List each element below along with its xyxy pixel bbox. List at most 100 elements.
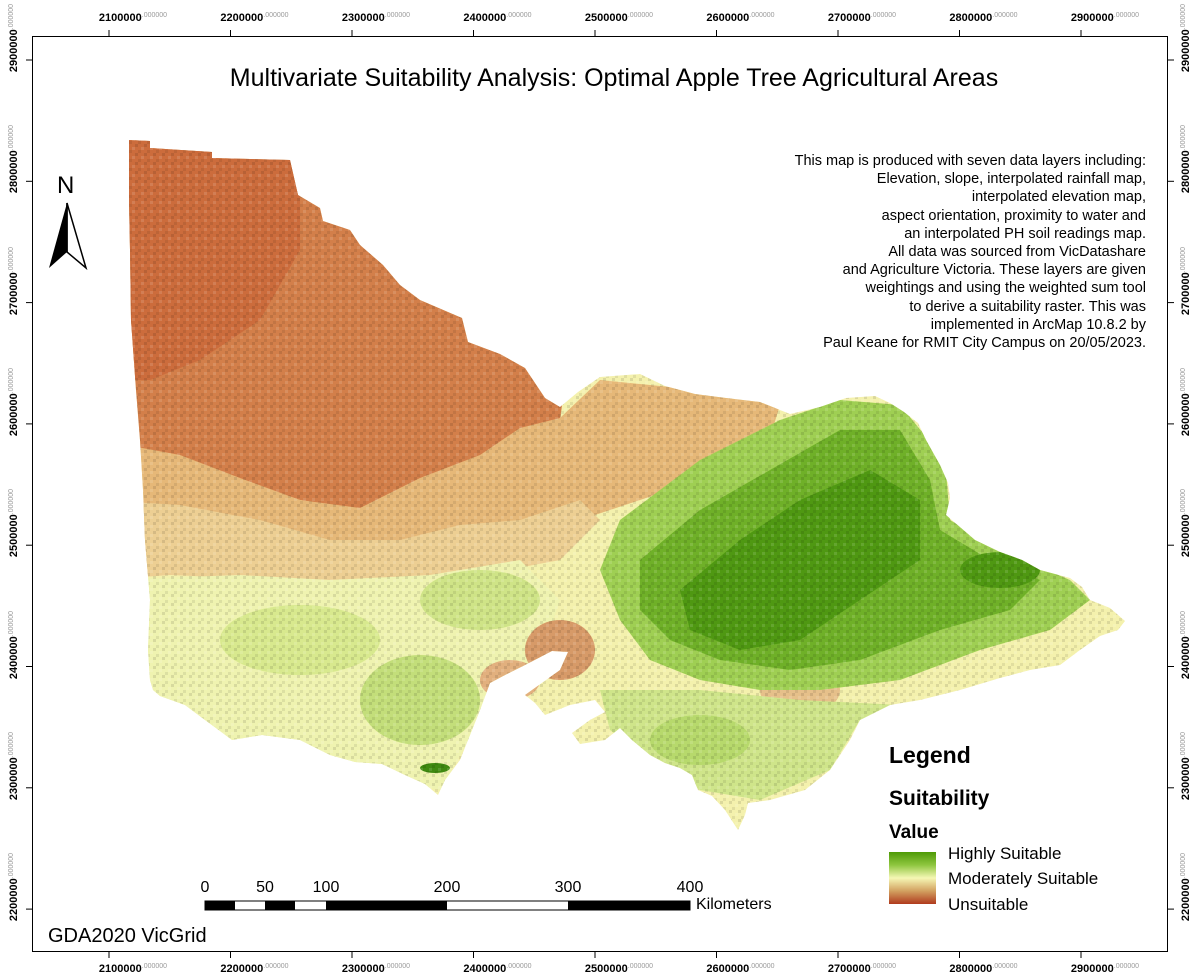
scale-bar [204,900,691,911]
grid-x-value: 2100000 [98,12,142,24]
description-line: weightings and using the weighted sum to… [865,280,1146,297]
grid-decimal-suffix: .000000 [8,489,15,515]
grid-y-label: 2700000.000000 [8,247,20,315]
grid-decimal-suffix: .000000 [1180,125,1187,151]
grid-decimal-suffix: .000000 [8,3,15,30]
grid-x-label: 2100000.000000 [99,12,167,24]
grid-x-label: 2300000.000000 [342,12,410,24]
grid-decimal-suffix: .000000 [141,12,168,19]
grid-decimal-suffix: .000000 [8,853,15,879]
grid-x-label: 2800000.000000 [949,963,1017,975]
grid-decimal-suffix: .000000 [627,963,654,970]
grid-y-label: 2400000.000000 [8,610,20,678]
north-arrow-icon [49,202,88,271]
map-title: Multivariate Suitability Analysis: Optim… [229,64,999,92]
grid-decimal-suffix: .000000 [1180,367,1187,394]
grid-x-value: 2300000 [341,963,385,975]
legend-high-label: Highly Suitable [948,844,1062,863]
description-line: an interpolated PH soil readings map. [904,225,1146,242]
grid-decimal-suffix: .000000 [506,12,532,19]
grid-decimal-suffix: .000000 [1180,246,1187,272]
legend-title: Legend [889,742,971,768]
description-line: and Agriculture Victoria. These layers a… [842,262,1146,279]
grid-decimal-suffix: .000000 [870,963,897,970]
description-line: Paul Keane for RMIT City Campus on 20/05… [823,335,1146,352]
grid-x-value: 2300000 [341,12,385,24]
grid-x-label: 2600000.000000 [706,12,774,24]
grid-y-label: 2200000.000000 [8,853,20,921]
grid-x-label: 2400000.000000 [463,12,531,24]
projection-label: GDA2020 VicGrid [48,925,207,947]
grid-x-value: 2900000 [1070,963,1114,975]
grid-decimal-suffix: .000000 [141,963,168,970]
grid-y-value: 2200000 [8,878,20,922]
grid-decimal-suffix: .000000 [749,963,775,970]
grid-y-value: 2800000 [8,150,20,194]
grid-decimal-suffix: .000000 [8,125,15,151]
grid-decimal-suffix: .000000 [1180,610,1187,636]
grid-decimal-suffix: .000000 [627,12,654,19]
grid-x-value: 2100000 [98,963,142,975]
grid-decimal-suffix: .000000 [384,963,411,970]
grid-x-label: 2200000.000000 [220,12,288,24]
legend-mid-label: Moderately Suitable [948,869,1099,888]
grid-x-value: 2700000 [827,963,871,975]
scale-label: 400 [676,879,704,896]
description-line: aspect orientation, proximity to water a… [881,207,1146,224]
grid-x-label: 2300000.000000 [342,963,410,975]
grid-y-label: 2600000.000000 [8,368,20,436]
grid-y-value: 2200000 [1180,878,1192,922]
grid-x-label: 2100000.000000 [99,963,167,975]
grid-x-value: 2400000 [463,12,507,24]
grid-decimal-suffix: .000000 [8,367,15,394]
grid-x-label: 2800000.000000 [949,12,1017,24]
legend-color-ramp [889,852,936,904]
grid-y-label: 2800000.000000 [1180,125,1192,193]
grid-x-value: 2500000 [584,12,628,24]
legend-field-name: Value [889,822,939,843]
grid-y-label: 2600000.000000 [1180,368,1192,436]
grid-y-value: 2900000 [8,29,20,73]
scale-label: 50 [256,879,274,896]
grid-decimal-suffix: .000000 [8,246,15,272]
grid-y-label: 2700000.000000 [1180,247,1192,315]
grid-decimal-suffix: .000000 [263,12,289,19]
grid-x-value: 2200000 [220,12,264,24]
description-line: This map is produced with seven data lay… [794,153,1146,169]
scale-label: 300 [554,879,582,896]
grid-y-value: 2900000 [1180,29,1192,73]
scale-unit: Kilometers [696,896,772,913]
grid-x-label: 2400000.000000 [463,963,531,975]
grid-decimal-suffix: .000000 [1180,853,1187,879]
grid-x-value: 2800000 [949,963,993,975]
grid-y-label: 2300000.000000 [1180,732,1192,800]
grid-decimal-suffix: .000000 [1180,3,1187,30]
scale-label: 0 [200,879,210,896]
grid-y-label: 2200000.000000 [1180,853,1192,921]
grid-decimal-suffix: .000000 [8,731,15,758]
grid-decimal-suffix: .000000 [1113,12,1140,19]
grid-decimal-suffix: .000000 [8,610,15,636]
grid-x-value: 2800000 [949,12,993,24]
grid-x-label: 2500000.000000 [585,963,653,975]
grid-decimal-suffix: .000000 [870,12,897,19]
grid-x-label: 2600000.000000 [706,963,774,975]
grid-x-value: 2200000 [220,963,264,975]
grid-x-label: 2500000.000000 [585,12,653,24]
grid-y-value: 2400000 [1180,635,1192,679]
grid-decimal-suffix: .000000 [1113,963,1140,970]
description-line: All data was sourced from VicDatashare [888,244,1146,261]
grid-x-value: 2900000 [1070,12,1114,24]
grid-y-value: 2500000 [1180,514,1192,558]
grid-y-label: 2500000.000000 [1180,489,1192,557]
description-line: implemented in ArcMap 10.8.2 by [930,316,1146,333]
grid-x-value: 2600000 [706,12,750,24]
description-line: interpolated elevation map, [971,189,1146,206]
grid-y-value: 2700000 [1180,271,1192,315]
north-label: N [57,172,75,199]
grid-decimal-suffix: .000000 [992,963,1018,970]
grid-x-label: 2900000.000000 [1071,12,1139,24]
grid-y-value: 2600000 [8,393,20,436]
description-line: Elevation, slope, interpolated rainfall … [876,171,1146,188]
